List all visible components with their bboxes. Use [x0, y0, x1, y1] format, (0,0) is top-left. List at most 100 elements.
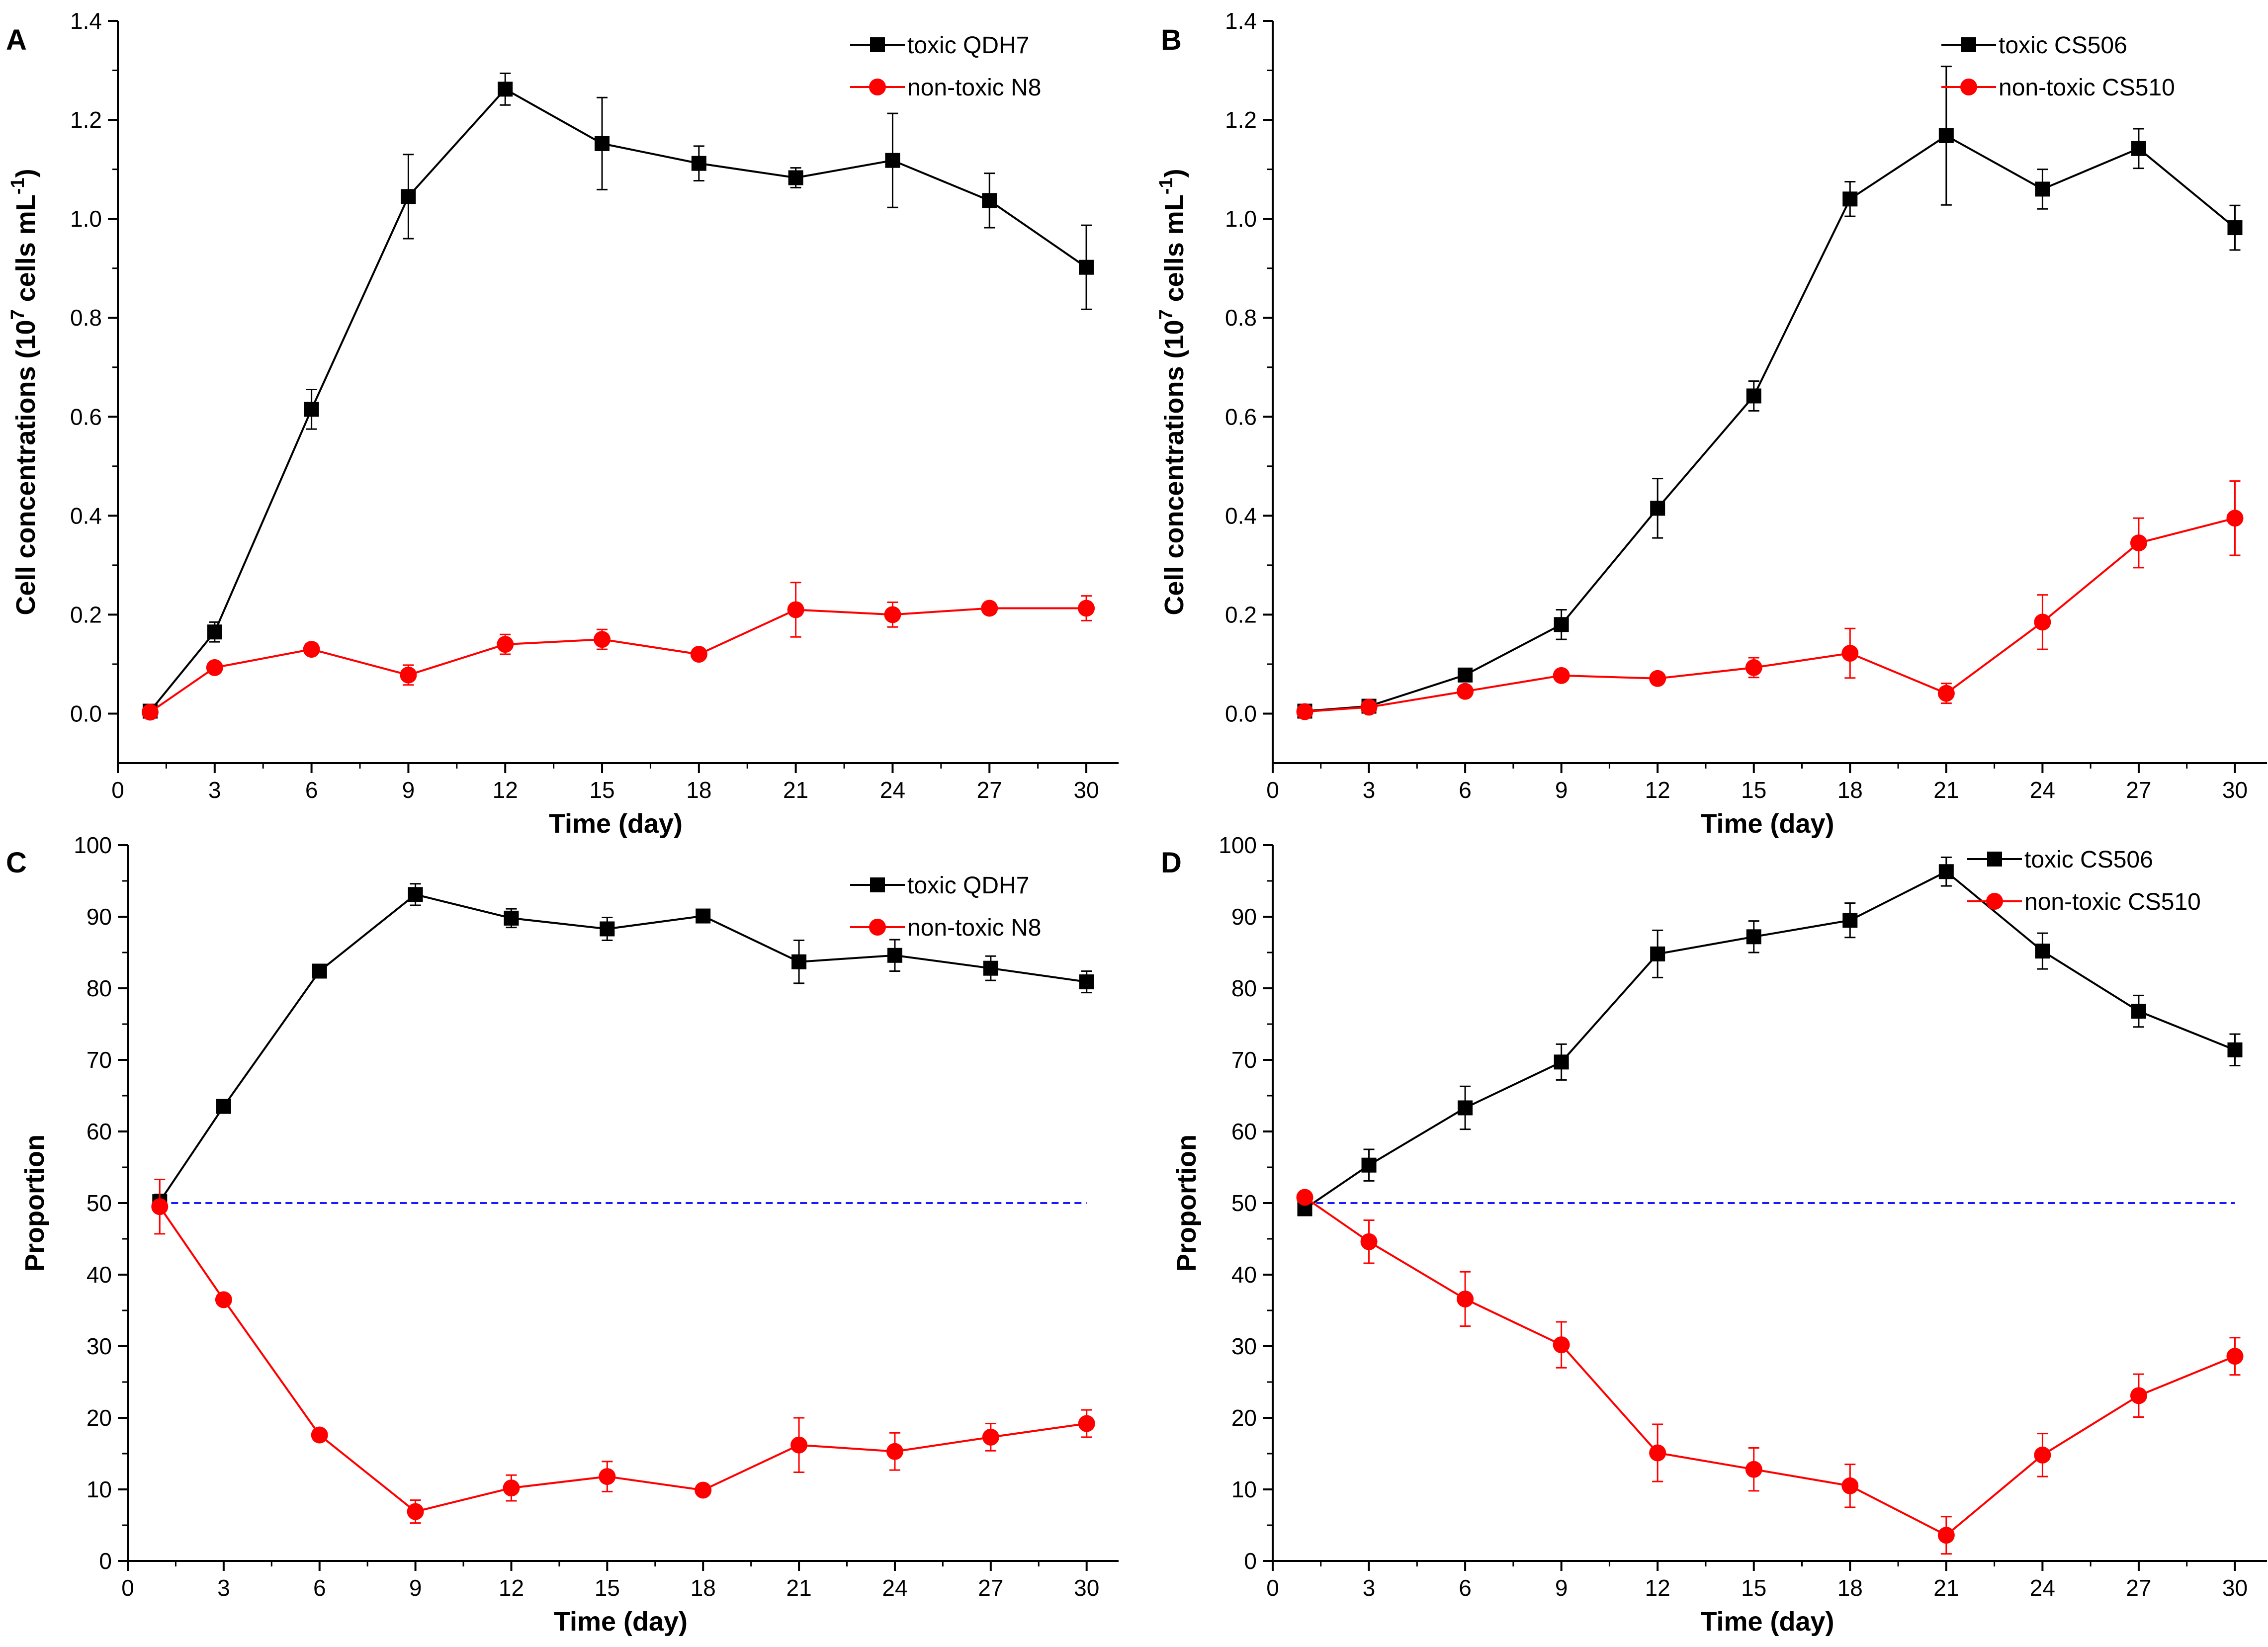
y-tick-label: 0 [1244, 1548, 1257, 1574]
x-tick-label: 18 [686, 777, 711, 803]
y-tick-label: 0.8 [70, 305, 102, 331]
y-axis-title-main: Cell concentrations (10 [11, 320, 41, 615]
data-point-square [595, 136, 610, 151]
data-point-square [504, 910, 519, 926]
y-tick-label: 100 [74, 832, 112, 858]
data-point-circle [1649, 670, 1666, 687]
data-point-square [696, 908, 711, 924]
y-tick-label: 1.4 [1225, 8, 1257, 34]
y-tick-label: 10 [87, 1476, 112, 1502]
y-tick-label: 0.0 [70, 700, 102, 726]
legend-marker-square [870, 877, 885, 892]
data-point-circle [690, 646, 707, 663]
data-point-square [983, 960, 998, 976]
y-tick-label: 80 [87, 975, 112, 1001]
x-tick-label: 12 [493, 777, 518, 803]
y-tick-label: 1.2 [70, 107, 102, 133]
y-axis-title: Proportion [20, 1134, 50, 1272]
x-tick-label: 0 [1266, 1575, 1279, 1601]
data-point-circle [1937, 685, 1955, 702]
y-axis-title-unit-exponent: -1 [1156, 177, 1177, 194]
data-point-circle [141, 703, 159, 721]
y-tick-label: 1.0 [70, 206, 102, 232]
data-point-square [1746, 929, 1761, 945]
y-tick-label: 40 [1231, 1262, 1257, 1288]
y-axis-title-close: ) [1159, 169, 1189, 177]
data-point-square [1842, 191, 1858, 207]
x-tick-label: 9 [1555, 1575, 1568, 1601]
data-point-square [1650, 501, 1665, 516]
x-tick-label: 21 [783, 777, 808, 803]
legend-label: non-toxic N8 [907, 75, 1041, 101]
panel-letter: A [6, 24, 27, 56]
data-point-square [2227, 1042, 2243, 1057]
x-tick-label: 3 [1363, 1575, 1376, 1601]
data-point-circle [2226, 1348, 2244, 1365]
data-point-circle [790, 1436, 808, 1454]
y-tick-label: 0.2 [70, 602, 102, 627]
y-tick-label: 60 [87, 1119, 112, 1144]
data-point-square [2227, 220, 2243, 236]
y-tick-label: 90 [87, 904, 112, 930]
data-point-square [788, 170, 803, 185]
data-point-square [1554, 1054, 1569, 1070]
y-tick-label: 70 [1231, 1047, 1257, 1073]
data-point-circle [1078, 600, 1095, 617]
legend-marker-square [1987, 852, 2002, 867]
y-axis-title-main: Proportion [20, 1134, 50, 1272]
y-tick-label: 80 [1231, 975, 1257, 1001]
data-point-circle [303, 641, 320, 658]
y-tick-label: 20 [1231, 1405, 1257, 1431]
data-point-square [1458, 1100, 1473, 1116]
y-tick-label: 50 [1231, 1190, 1257, 1216]
data-point-circle [1457, 683, 1474, 700]
y-axis-title: Proportion [1172, 1134, 1202, 1272]
legend-label: toxic CS506 [1999, 32, 2127, 59]
data-point-square [1458, 667, 1473, 683]
x-tick-label: 6 [1459, 1575, 1472, 1601]
data-point-circle [206, 659, 223, 676]
x-tick-label: 9 [409, 1575, 422, 1601]
x-tick-label: 18 [1837, 1575, 1863, 1601]
data-point-circle [1841, 645, 1859, 662]
data-point-circle [2130, 1387, 2147, 1404]
y-axis-title-exponent: 7 [7, 309, 28, 320]
y-tick-label: 50 [87, 1190, 112, 1216]
x-tick-label: 3 [1363, 777, 1376, 803]
x-tick-label: 12 [499, 1575, 524, 1601]
x-tick-label: 21 [786, 1575, 812, 1601]
data-point-circle [1078, 1415, 1095, 1432]
x-tick-label: 30 [1074, 1575, 1099, 1601]
x-tick-label: 30 [1073, 777, 1099, 803]
chart-panel-a: A 0 3 6 9 12 15 18 21 24 27 30 0.0 0.2 0.4 0.6 0.8 1.0 1.2… [6, 8, 1119, 839]
data-point-circle [594, 631, 611, 648]
series-non-toxic-n8 [151, 1178, 1095, 1524]
x-tick-label: 12 [1645, 1575, 1670, 1601]
data-point-circle [2226, 510, 2244, 527]
data-point-circle [2034, 613, 2051, 631]
y-axis-title-close: ) [11, 169, 41, 177]
data-point-square [2131, 141, 2146, 156]
panel-letter: C [6, 847, 27, 879]
y-axis-title-exponent: 7 [1156, 309, 1177, 320]
legend-marker-circle [869, 919, 886, 936]
data-point-square [600, 921, 615, 937]
y-tick-label: 0.6 [1225, 404, 1257, 430]
data-point-circle [2130, 534, 2147, 552]
panels: A0 3 6 9 12 15 18 21 24 27 300.00.20.40.60.81.01.2… [6, 8, 2267, 1637]
x-tick-label: 6 [313, 1575, 326, 1601]
data-point-circle [1745, 1461, 1762, 1478]
y-axis-title-main: Proportion [1172, 1134, 1202, 1272]
x-tick-label: 3 [217, 1575, 230, 1601]
data-point-circle [1360, 698, 1378, 716]
data-point-square [791, 954, 807, 969]
y-tick-label: 90 [1231, 904, 1257, 930]
x-tick-label: 24 [2030, 1575, 2055, 1601]
y-tick-label: 1.0 [1225, 206, 1257, 232]
data-point-circle [1360, 1233, 1378, 1250]
y-tick-label: 60 [1231, 1119, 1257, 1144]
data-point-square [1079, 260, 1094, 275]
panel-letter: B [1161, 24, 1182, 56]
data-point-circle [886, 1443, 903, 1460]
x-tick-label: 0 [1266, 777, 1279, 803]
